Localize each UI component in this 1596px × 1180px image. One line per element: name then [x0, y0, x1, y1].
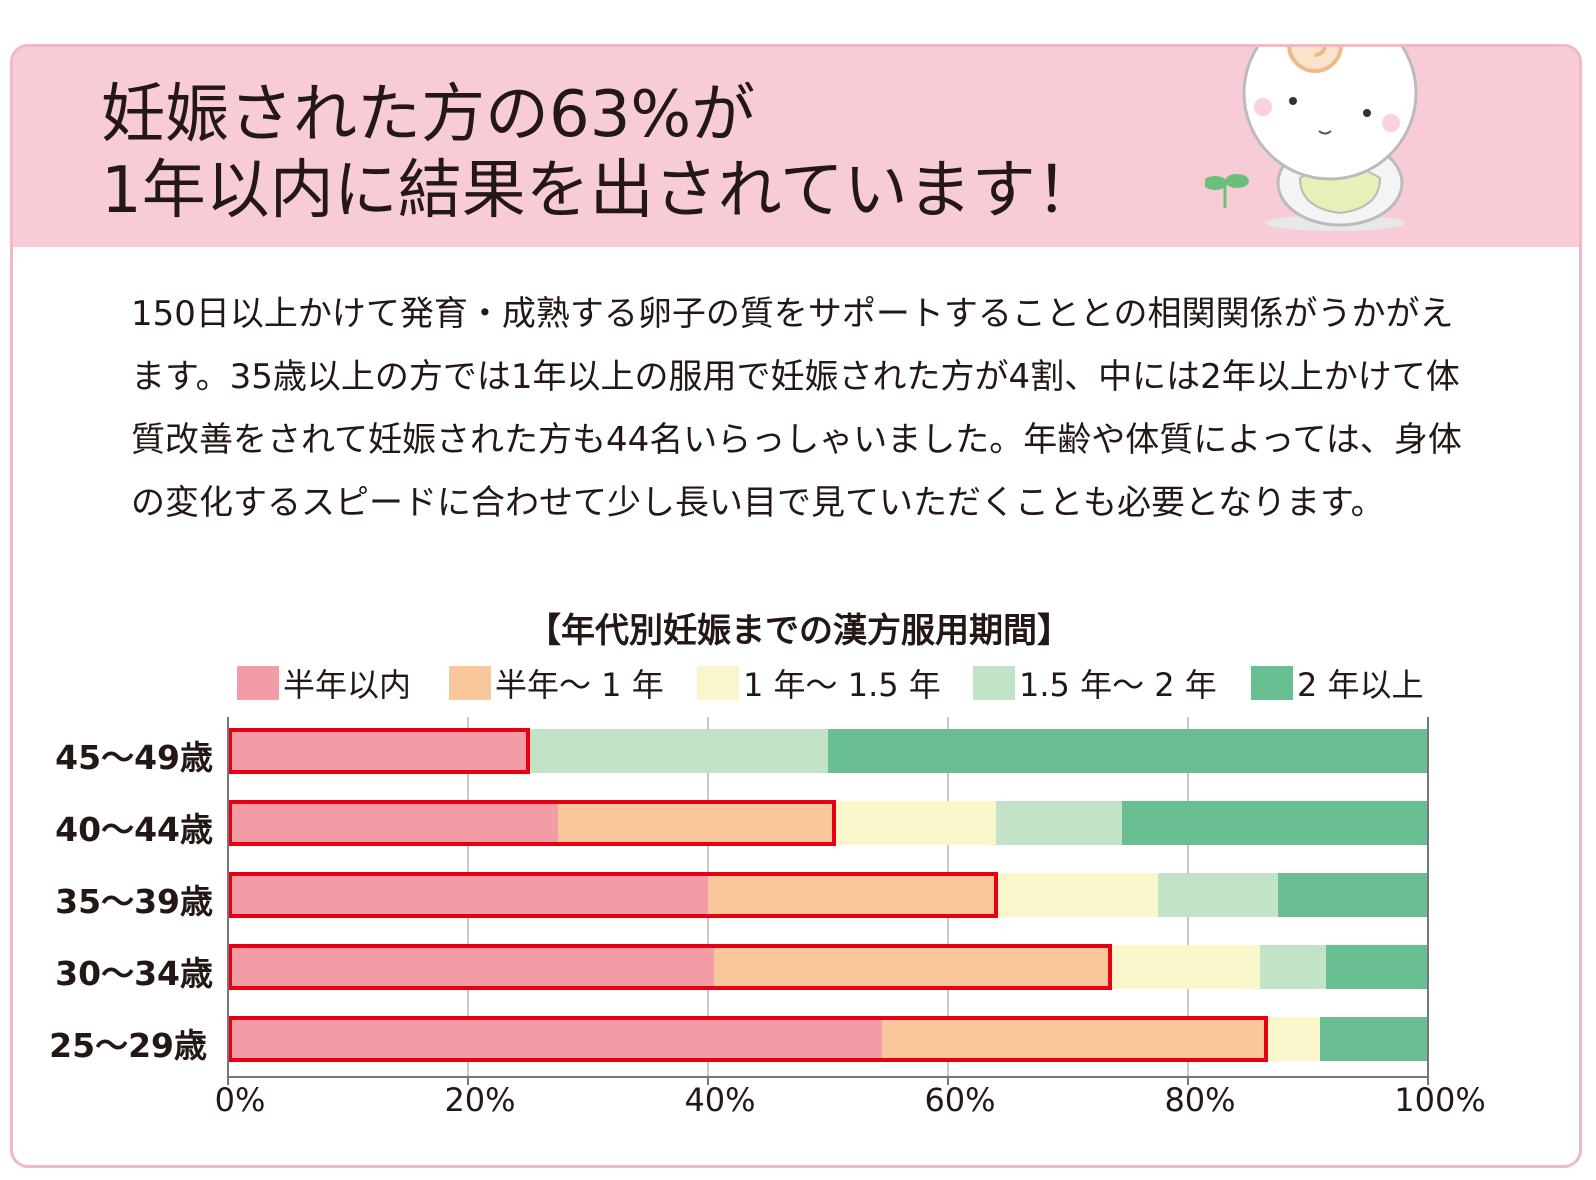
bar-segment [1110, 945, 1260, 989]
bar-segment [882, 1017, 1266, 1061]
row-label: 25～29歳 [49, 1026, 207, 1065]
bar-segment [714, 945, 1110, 989]
description-text: 150日以上かけて発育・成熟する卵子の質をサポートすることとの相関関係がうかがえ… [131, 294, 1462, 523]
infographic-card: 妊娠された方の63%が 1年以内に結果を出されています！ 150日以上かけて発育… [10, 44, 1582, 1168]
highlight-outline [228, 728, 530, 774]
legend-label: 1.5 年～ 2 年 [1019, 666, 1217, 704]
bar-segment [1278, 873, 1428, 917]
x-tick-label: 60% [924, 1081, 996, 1119]
bar-segment [828, 729, 1428, 773]
highlight-outline [228, 944, 1112, 990]
title-line-2: 1年以内に結果を出されています！ [101, 154, 1100, 228]
highlight-outline [228, 872, 998, 918]
row-label: 45～49歳 [55, 738, 213, 777]
legend-item-within-half-year: 半年以内 [237, 663, 412, 704]
legend-swatch [237, 666, 279, 700]
legend-swatch [1251, 666, 1293, 700]
bar-segment [228, 873, 708, 917]
legend-swatch [973, 666, 1015, 700]
chart-title: 【年代別妊娠までの漢方服用期間】 [527, 611, 1071, 651]
highlight-outline [228, 800, 836, 846]
bar-segment [1122, 801, 1428, 845]
legend-label: 2 年以上 [1297, 666, 1424, 704]
legend-swatch [697, 666, 739, 700]
baby-mascot-icon [1205, 47, 1418, 231]
bar-segment [996, 873, 1158, 917]
header-band: 妊娠された方の63%が 1年以内に結果を出されています！ [13, 47, 1579, 247]
bar-segment [1326, 945, 1428, 989]
row-label: 30～34歳 [55, 954, 213, 993]
bar-segment [528, 729, 828, 773]
legend-item-half-to-one-year: 半年～ 1 年 [449, 663, 664, 704]
bar-segment [228, 945, 714, 989]
x-tick-label: 20% [444, 1081, 516, 1119]
x-tick-label: 0% [214, 1081, 266, 1119]
stacked-bar-chart [227, 717, 1429, 1085]
bar-segment [1320, 1017, 1428, 1061]
bar-segment [834, 801, 996, 845]
x-tick-label: 100% [1394, 1081, 1486, 1119]
row-label: 40～44歳 [55, 810, 213, 849]
legend-item-one-half-to-two-year: 1.5 年～ 2 年 [973, 663, 1217, 704]
highlight-outline [228, 1016, 1268, 1062]
bar-segment [1158, 873, 1278, 917]
row-label: 35～39歳 [55, 882, 213, 921]
legend-label: 半年～ 1 年 [495, 666, 664, 704]
bar-segment [228, 729, 528, 773]
x-tick-label: 80% [1164, 1081, 1236, 1119]
bar-segment [708, 873, 996, 917]
bar-segment [1266, 1017, 1320, 1061]
page-title: 妊娠された方の63%が 1年以内に結果を出されています！ [101, 77, 1100, 229]
bar-segment [558, 801, 834, 845]
legend-label: 半年以内 [283, 666, 412, 704]
legend-item-two-years-plus: 2 年以上 [1251, 663, 1424, 704]
bar-segment [228, 801, 558, 845]
legend-item-one-to-one-half-year: 1 年～ 1.5 年 [697, 663, 941, 704]
bar-segment [1260, 945, 1326, 989]
bar-segment [228, 1017, 882, 1061]
title-line-1: 妊娠された方の63%が [101, 78, 756, 152]
legend-swatch [449, 666, 491, 700]
x-tick-label: 40% [684, 1081, 756, 1119]
bar-segment [996, 801, 1122, 845]
legend-label: 1 年～ 1.5 年 [743, 666, 941, 704]
